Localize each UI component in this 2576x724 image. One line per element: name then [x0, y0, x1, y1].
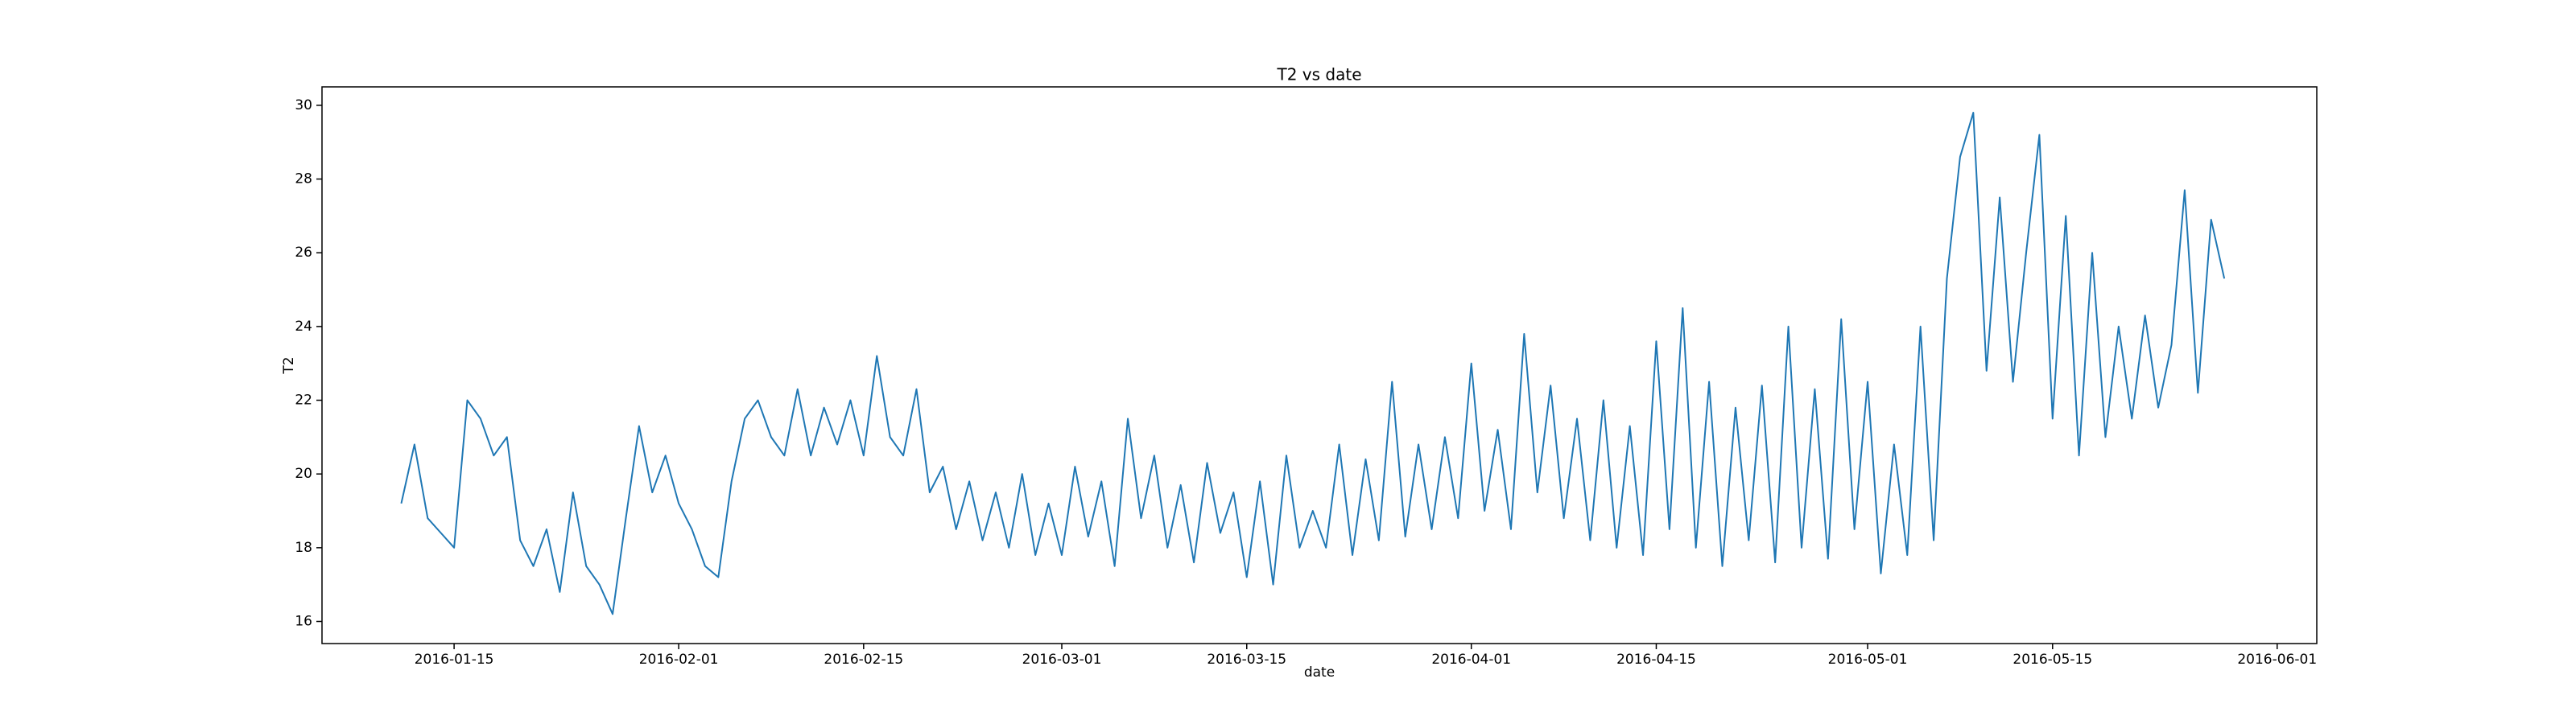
x-tick-label: 2016-05-01 — [1828, 652, 1908, 668]
data-line — [400, 112, 2226, 615]
y-tick-label: 28 — [295, 171, 312, 187]
x-tick-label: 2016-04-15 — [1616, 652, 1696, 668]
y-tick-label: 20 — [295, 466, 312, 482]
y-tick-label: 18 — [295, 540, 312, 556]
x-tick-label: 2016-02-01 — [639, 652, 719, 668]
y-tick-label: 26 — [295, 245, 312, 261]
chart-title: T2 vs date — [1276, 65, 1361, 84]
x-tick-label: 2016-04-01 — [1431, 652, 1511, 668]
x-tick-label: 2016-01-15 — [415, 652, 494, 668]
y-tick-label: 22 — [295, 393, 312, 409]
x-axis-label: date — [1304, 664, 1335, 681]
x-tick-label: 2016-03-15 — [1207, 652, 1286, 668]
plot-frame — [321, 86, 2318, 644]
y-tick-label: 24 — [295, 319, 312, 335]
y-axis-label: T2 — [281, 356, 297, 374]
x-tick-label: 2016-02-15 — [824, 652, 903, 668]
x-tick-label: 2016-06-01 — [2237, 652, 2317, 668]
y-tick-label: 16 — [295, 614, 312, 630]
x-tick-label: 2016-03-01 — [1022, 652, 1102, 668]
y-tick-label: 30 — [295, 97, 312, 113]
x-tick-label: 2016-05-15 — [2013, 652, 2092, 668]
